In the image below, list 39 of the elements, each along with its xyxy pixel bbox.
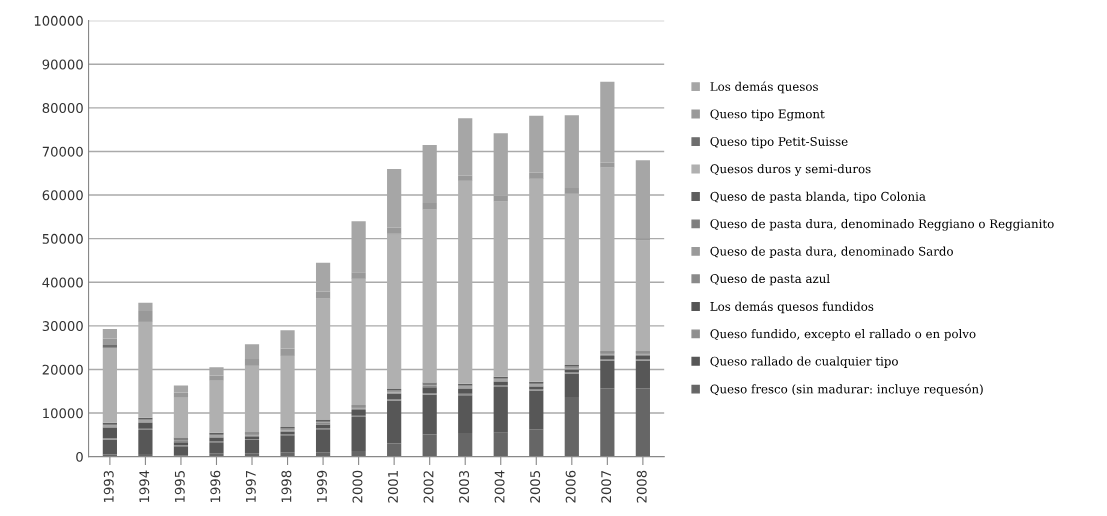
legend-label: Los demás quesos fundidos <box>710 301 874 314</box>
x-tick-label: 2002 <box>423 471 434 503</box>
x-tick-label: 2008 <box>636 470 647 503</box>
x-tick-label: 2004 <box>494 470 505 503</box>
legend-label: Queso de pasta dura, denominado Reggiano o Reggianito <box>710 219 1054 231</box>
y-tick-label: 10000 <box>43 408 83 419</box>
legend-label: Queso de pasta blanda, tipo Colonia <box>710 191 926 204</box>
y-tick-label: 40000 <box>42 277 83 288</box>
y-tick-label: 50000 <box>42 233 83 244</box>
x-tick-label: 1993 <box>103 470 114 502</box>
x-tick-label: 2001 <box>387 471 398 503</box>
y-tick-label: 30000 <box>42 321 83 332</box>
x-tick-label: 1998 <box>281 470 292 502</box>
x-tick-label: 1995 <box>174 471 185 502</box>
y-tick-label: 80000 <box>42 103 83 114</box>
y-tick-label: 70000 <box>42 146 83 157</box>
x-tick-label: 2006 <box>565 470 576 503</box>
legend-label: Quesos duros y semi-duros <box>710 164 871 176</box>
x-tick-label: 1994 <box>139 470 150 502</box>
x-tick-label: 2000 <box>352 470 363 503</box>
legend-label: Queso de pasta dura, denominado Sardo <box>710 246 953 258</box>
y-tick-label: 0 <box>76 451 83 462</box>
legend-label: Queso tipo Petit-Suisse <box>710 136 848 149</box>
x-tick-label: 1997 <box>245 470 256 502</box>
x-tick-label: 2005 <box>530 471 541 503</box>
y-tick-label: 60000 <box>42 190 83 201</box>
legend-label: Queso fresco (sin madurar: incluye requesón) <box>710 383 983 396</box>
y-tick-label: 20000 <box>42 364 83 375</box>
legend-label: Queso fundido, excepto el rallado o en polvo <box>710 329 976 341</box>
x-tick-label: 2003 <box>459 470 470 503</box>
y-tick-label: 90000 <box>42 59 83 70</box>
x-tick-label: 1999 <box>316 470 327 502</box>
x-tick-label: 1996 <box>210 470 221 502</box>
legend-label: Queso rallado de cualquier tipo <box>710 356 898 368</box>
y-tick-label: 100000 <box>34 15 83 26</box>
legend-label: Queso tipo Egmont <box>710 109 825 121</box>
legend-label: Los demás quesos <box>710 81 818 94</box>
legend-label: Queso de pasta azul <box>710 273 830 286</box>
x-tick-label: 2007 <box>601 470 612 503</box>
